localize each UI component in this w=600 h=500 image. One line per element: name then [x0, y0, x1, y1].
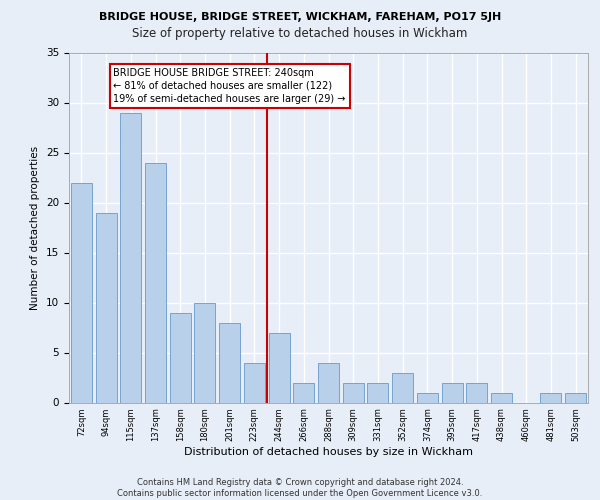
Text: Size of property relative to detached houses in Wickham: Size of property relative to detached ho…	[133, 28, 467, 40]
Bar	[269, 332, 290, 402]
Bar	[219, 322, 240, 402]
Bar	[194, 302, 215, 402]
Bar	[491, 392, 512, 402]
Bar	[392, 372, 413, 402]
Bar	[318, 362, 339, 403]
Bar	[367, 382, 388, 402]
Bar	[71, 182, 92, 402]
Bar	[293, 382, 314, 402]
Bar	[120, 112, 141, 403]
Bar	[466, 382, 487, 402]
Bar	[95, 212, 116, 402]
Text: BRIDGE HOUSE, BRIDGE STREET, WICKHAM, FAREHAM, PO17 5JH: BRIDGE HOUSE, BRIDGE STREET, WICKHAM, FA…	[99, 12, 501, 22]
Bar	[343, 382, 364, 402]
Bar	[541, 392, 562, 402]
X-axis label: Distribution of detached houses by size in Wickham: Distribution of detached houses by size …	[184, 447, 473, 457]
Bar	[417, 392, 438, 402]
Bar	[170, 312, 191, 402]
Bar	[145, 162, 166, 402]
Bar	[244, 362, 265, 403]
Y-axis label: Number of detached properties: Number of detached properties	[31, 146, 40, 310]
Text: Contains HM Land Registry data © Crown copyright and database right 2024.
Contai: Contains HM Land Registry data © Crown c…	[118, 478, 482, 498]
Bar	[442, 382, 463, 402]
Bar	[565, 392, 586, 402]
Text: BRIDGE HOUSE BRIDGE STREET: 240sqm
← 81% of detached houses are smaller (122)
19: BRIDGE HOUSE BRIDGE STREET: 240sqm ← 81%…	[113, 68, 346, 104]
